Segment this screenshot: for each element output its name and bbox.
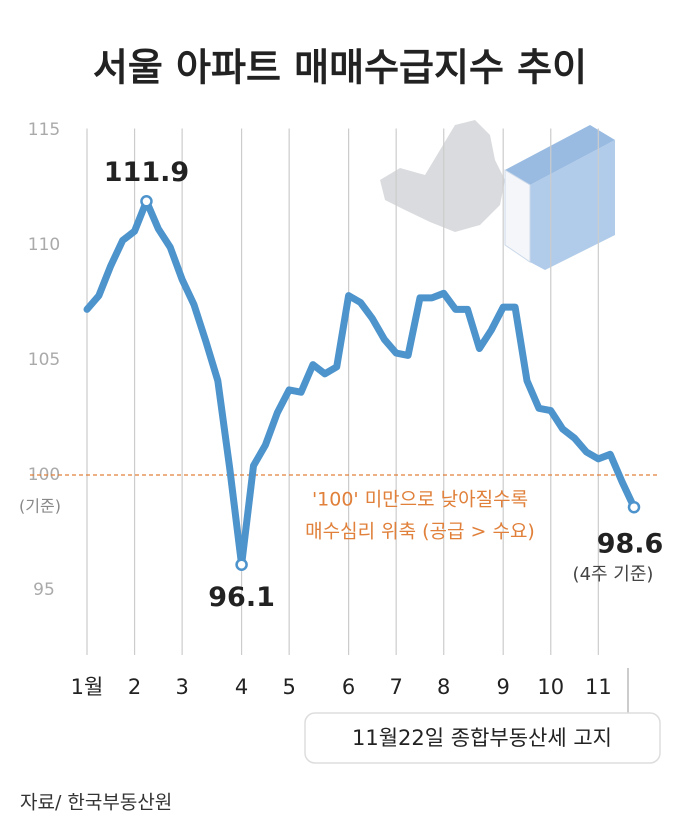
- data-point: [140, 195, 153, 208]
- x-tick-label: 3: [175, 675, 188, 699]
- data-point: [627, 500, 641, 514]
- source: 자료/ 한국부동산원: [20, 792, 172, 814]
- y-tick-label: 110: [28, 235, 60, 255]
- illustration: [380, 120, 615, 270]
- chart-title: 서울 아파트 매매수급지수 추이: [93, 46, 587, 90]
- x-tick-label: 10: [537, 675, 564, 699]
- annotation: '100' 미만으로 낮아질수록: [312, 489, 528, 511]
- building-roof: [505, 125, 615, 185]
- building-end: [504, 169, 531, 263]
- x-tick-label: 6: [342, 675, 355, 699]
- data-point: [235, 558, 248, 571]
- x-tick-label: 7: [389, 675, 402, 699]
- data-label: 98.6: [597, 529, 664, 560]
- x-tick-label: 9: [497, 675, 510, 699]
- x-tick-label: 11: [585, 675, 612, 699]
- data-label: 111.9: [104, 157, 189, 188]
- x-tick-label: 4: [235, 675, 248, 699]
- x-tick-label: 8: [437, 675, 450, 699]
- callout-text: 11월22일 종합부동산세 고지: [352, 726, 612, 750]
- data-line: [83, 197, 638, 569]
- y-tick-label: 115: [28, 120, 60, 140]
- last-point-note: (4주 기준): [573, 564, 654, 585]
- callout-box: [304, 712, 661, 764]
- y-tick-label: 95: [33, 580, 55, 600]
- x-tick-label: 5: [282, 675, 295, 699]
- x-tick-label: 2: [128, 675, 141, 699]
- y-tick-label: 105: [28, 350, 60, 370]
- x-tick-label: 1월: [71, 675, 104, 699]
- map-shape: [380, 120, 505, 232]
- data-label: 96.1: [208, 582, 275, 613]
- annotation: 매수심리 위축 (공급 > 수요): [305, 521, 535, 543]
- baseline-label: (기준): [19, 497, 61, 516]
